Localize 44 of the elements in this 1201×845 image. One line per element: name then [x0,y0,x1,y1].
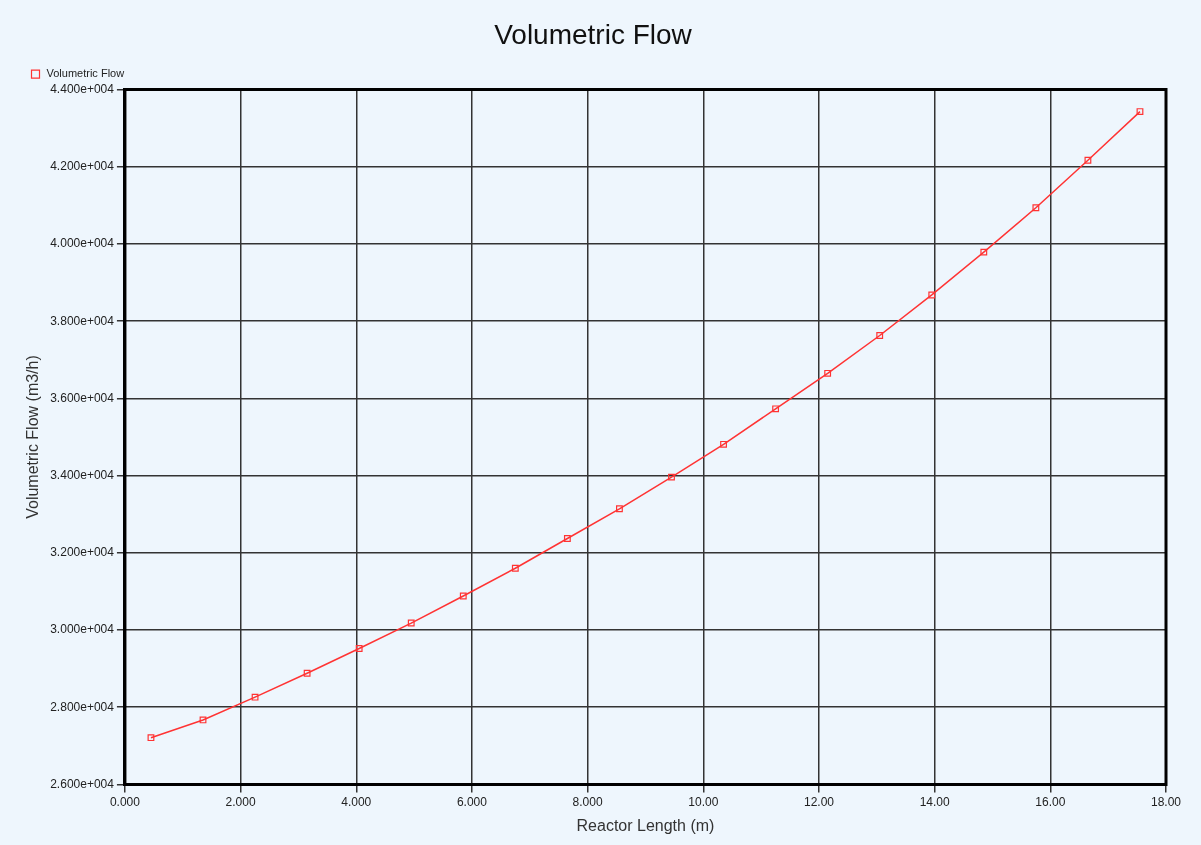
y-tick-label: 3.600e+004 [50,390,115,405]
x-tick-label: 18.00 [1150,794,1182,809]
x-tick-label: 2.000 [225,794,256,809]
x-tick-label: 4.000 [341,794,372,809]
point [303,669,311,677]
legend-label: Volumetric Flow [46,67,125,80]
y-tick-label: 2.800e+004 [50,699,115,714]
x-tick-label: 10.00 [688,794,719,809]
y-tick-label: 4.200e+004 [50,159,115,174]
point [824,369,832,377]
y-tick-label: 3.400e+004 [50,467,115,482]
point [928,291,936,299]
y-tick-label: 4.000e+004 [50,236,115,251]
point [407,619,415,627]
x-tick-label: 0.000 [109,794,141,809]
chart-title: Volumetric Flow [494,18,693,50]
point [199,716,207,724]
point [668,473,675,481]
point [147,734,155,742]
point [251,693,259,701]
point [720,440,727,448]
x-tick-label: 8.000 [572,794,603,809]
point [511,564,519,572]
point [1084,156,1092,164]
point [616,505,623,513]
point [772,405,780,413]
y-tick-label: 3.800e+004 [50,313,115,328]
x-tick-label: 16.00 [1035,794,1066,809]
point [355,645,363,652]
x-axis-title: Reactor Length (m) [576,816,715,834]
x-tick-label: 6.000 [456,794,488,809]
x-tick-label: 12.00 [803,794,835,809]
point [563,535,571,542]
point [1136,108,1144,116]
point [459,592,467,600]
point [1032,204,1040,212]
point [980,248,988,256]
y-tick-label: 4.400e+004 [50,81,115,96]
y-tick-label: 3.200e+004 [50,545,115,560]
x-tick-label: 14.00 [919,794,950,809]
point [876,332,884,339]
y-tick-label: 2.600e+004 [50,776,115,791]
y-tick-label: 3.000e+004 [50,622,115,637]
y-axis-title: Volumetric Flow (m3/h) [24,355,42,519]
